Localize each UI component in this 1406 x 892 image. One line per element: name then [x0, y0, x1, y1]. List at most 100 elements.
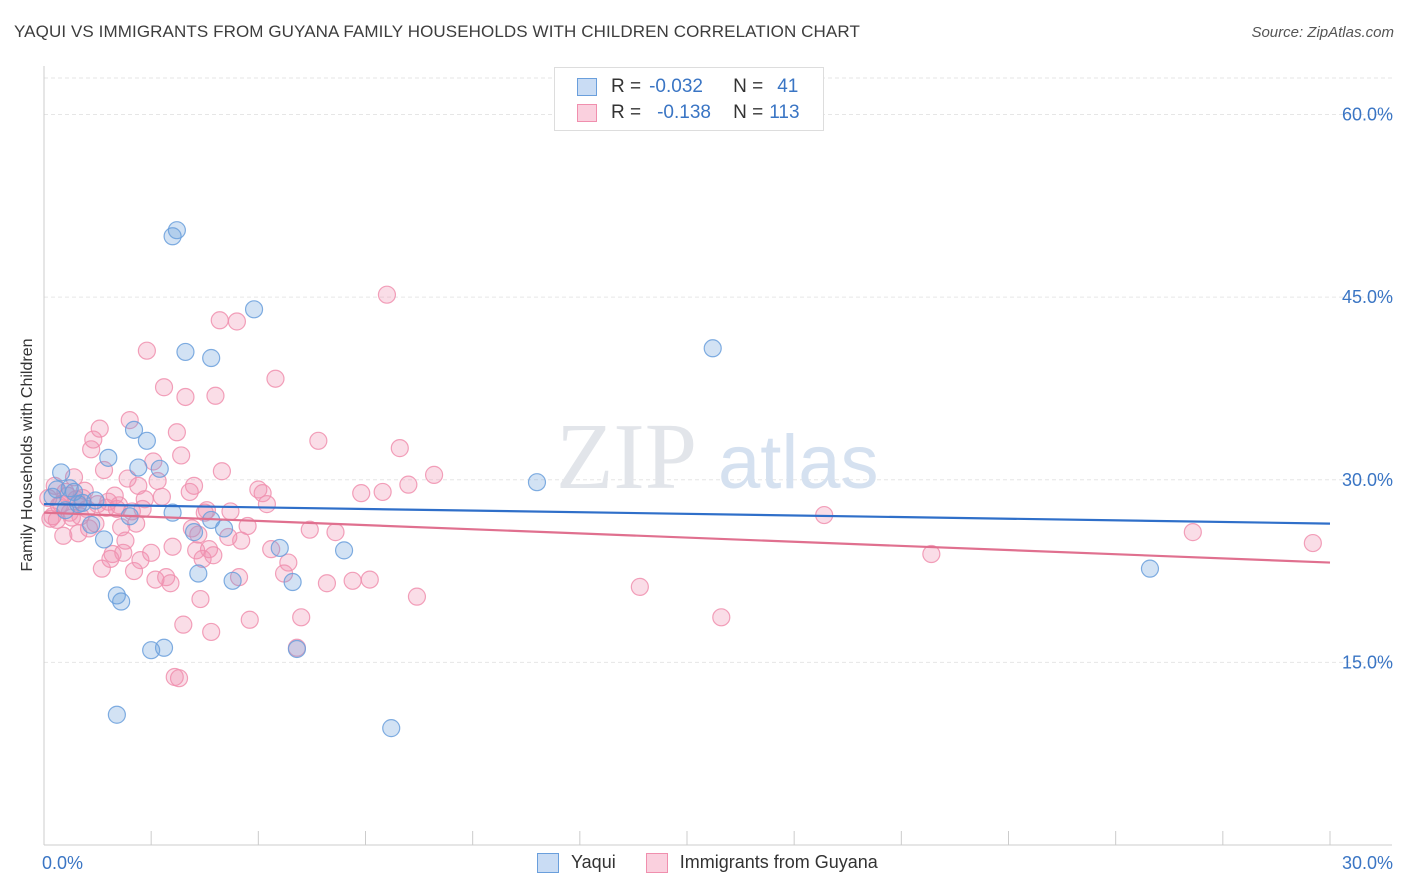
yaqui-point	[86, 491, 105, 510]
guyana-point	[127, 514, 146, 533]
y-tick-label: 60.0%	[1342, 105, 1393, 125]
yaqui-point	[99, 448, 118, 467]
yaqui-point	[176, 342, 195, 362]
axes	[43, 66, 1392, 846]
yaqui-point	[64, 482, 84, 502]
guyana-point	[137, 341, 156, 360]
guyana-point	[204, 546, 223, 565]
guyana-point	[172, 446, 191, 465]
guyana-point	[187, 541, 206, 560]
yaqui-point	[223, 571, 242, 590]
yaqui-point	[154, 638, 174, 657]
guyana-point	[227, 312, 246, 331]
guyana-point	[84, 430, 103, 449]
guyana-point	[54, 526, 73, 545]
guyana-point	[142, 543, 161, 562]
guyana-point	[922, 544, 941, 564]
yaqui-point	[43, 487, 62, 506]
guyana-point	[131, 551, 150, 570]
x-tick-label-max: 30.0%	[1342, 853, 1393, 873]
guyana-point	[206, 386, 225, 405]
guyana-point	[360, 570, 379, 589]
yaqui-point	[1140, 559, 1160, 578]
y-tick-label: 15.0%	[1342, 652, 1393, 672]
yaqui-point	[107, 705, 126, 724]
guyana-point	[266, 369, 285, 388]
yaqui-point	[527, 473, 547, 492]
x-tick-label-min: 0.0%	[42, 853, 83, 873]
guyana-legend-label: Immigrants from Guyana	[679, 852, 878, 872]
guyana-point	[407, 587, 427, 606]
stats-legend: R = -0.032 N = 41 R = -0.138 N = 113	[554, 67, 824, 131]
guyana-point	[630, 577, 649, 596]
watermark-zip: ZIP	[556, 405, 697, 509]
guyana-point	[167, 423, 186, 442]
guyana-point	[712, 608, 731, 627]
guyana-point	[174, 615, 193, 634]
watermark-atlas: atlas	[718, 420, 879, 505]
guyana-point	[326, 523, 345, 542]
n-label: N =	[733, 76, 764, 97]
yaqui-point	[82, 515, 101, 534]
yaqui-point	[52, 463, 71, 482]
guyana-point	[343, 571, 362, 590]
yaqui-point	[703, 339, 722, 358]
legend-row-guyana: R = -0.138 N = 113	[577, 102, 800, 124]
guyana-point	[161, 574, 180, 593]
guyana-point	[163, 537, 182, 556]
yaqui-point	[184, 523, 204, 542]
y-tick-label: 30.0%	[1342, 470, 1393, 490]
guyana-point	[165, 667, 184, 687]
yaqui-points	[43, 221, 1160, 738]
guyana-point	[90, 419, 109, 438]
guyana-point	[210, 311, 229, 330]
guyana-point	[373, 482, 392, 502]
yaqui-point	[94, 530, 114, 549]
source-label: Source: ZipAtlas.com	[1251, 24, 1394, 41]
yaqui-point	[129, 458, 148, 477]
yaqui-point	[167, 221, 186, 240]
guyana-point	[120, 411, 139, 430]
guyana-point	[279, 553, 298, 572]
guyana-point	[124, 561, 144, 581]
series-legend: Yaqui Immigrants from Guyana	[537, 852, 908, 873]
guyana-point	[41, 509, 60, 528]
guyana-point	[317, 574, 337, 593]
guyana-point	[202, 622, 221, 642]
y-tick-label: 45.0%	[1342, 287, 1393, 307]
r-label: R =	[611, 102, 642, 123]
yaqui-point	[244, 300, 264, 319]
yaqui-legend-swatch	[537, 852, 559, 873]
guyana-point	[399, 475, 418, 494]
guyana-point	[184, 476, 204, 495]
n-label: N =	[733, 102, 764, 123]
yaqui-point	[283, 572, 302, 592]
chart-title: YAQUI VS IMMIGRANTS FROM GUYANA FAMILY H…	[14, 22, 860, 41]
yaqui-legend-label: Yaqui	[571, 852, 616, 872]
guyana-point	[146, 570, 165, 589]
guyana-point	[300, 520, 319, 539]
guyana-point	[152, 487, 171, 506]
guyana-point	[309, 431, 328, 450]
guyana-point	[154, 378, 174, 397]
legend-item-yaqui: Yaqui	[537, 852, 616, 873]
guyana-point	[1183, 523, 1202, 542]
yaqui-point	[382, 719, 401, 738]
guyana-n-value: 113	[769, 102, 800, 123]
yaqui-swatch	[577, 78, 597, 96]
guyana-point	[390, 439, 409, 458]
yaqui-point	[334, 541, 354, 560]
watermark: ZIP atlas	[556, 405, 879, 509]
guyana-point	[352, 484, 371, 503]
guyana-trend-line	[43, 511, 1331, 564]
trend-lines	[43, 503, 1331, 564]
yaqui-point	[189, 564, 208, 583]
guyana-point	[1303, 533, 1322, 553]
guyana-point	[118, 469, 137, 488]
guyana-point	[114, 543, 133, 562]
x-tick-labels: 0.0% 30.0%	[42, 853, 1393, 873]
yaqui-point	[112, 592, 131, 611]
yaqui-point	[137, 431, 156, 450]
yaqui-point	[270, 538, 289, 558]
legend-row-yaqui: R = -0.032 N = 41	[577, 76, 798, 98]
